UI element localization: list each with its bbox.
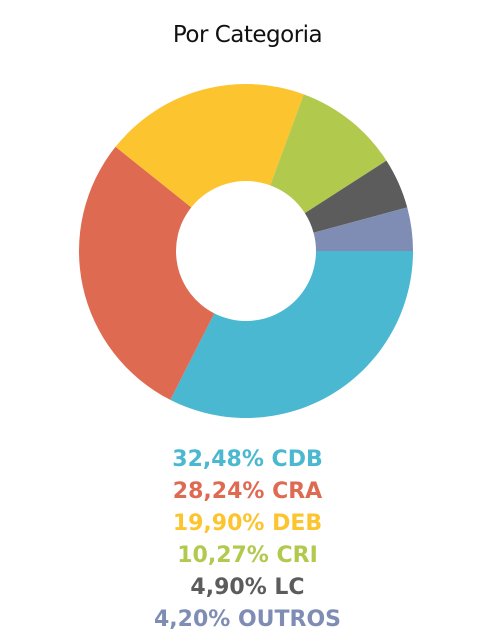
donut-slice-deb bbox=[115, 84, 304, 208]
donut-slice-lc bbox=[304, 160, 408, 233]
legend-item-cri: 10,27% CRI bbox=[177, 543, 318, 568]
donut-slice-outros bbox=[313, 207, 413, 251]
donut-chart bbox=[78, 84, 413, 419]
legend: 32,48% CDB 28,24% CRA 19,90% DEB 10,27% CRI… bbox=[0, 444, 495, 636]
legend-item-cdb: 32,48% CDB bbox=[172, 447, 323, 472]
legend-item-lc: 4,90% LC bbox=[190, 575, 305, 600]
legend-item-deb: 19,90% DEB bbox=[172, 511, 323, 536]
donut-slice-cri bbox=[270, 94, 387, 214]
legend-item-cra: 28,24% CRA bbox=[172, 479, 323, 504]
donut-slice-cdb bbox=[170, 251, 413, 419]
chart-title: Por Categoria bbox=[172, 22, 323, 48]
donut-slice-cra bbox=[78, 146, 215, 400]
legend-item-outros: 4,20% OUTROS bbox=[153, 607, 342, 632]
